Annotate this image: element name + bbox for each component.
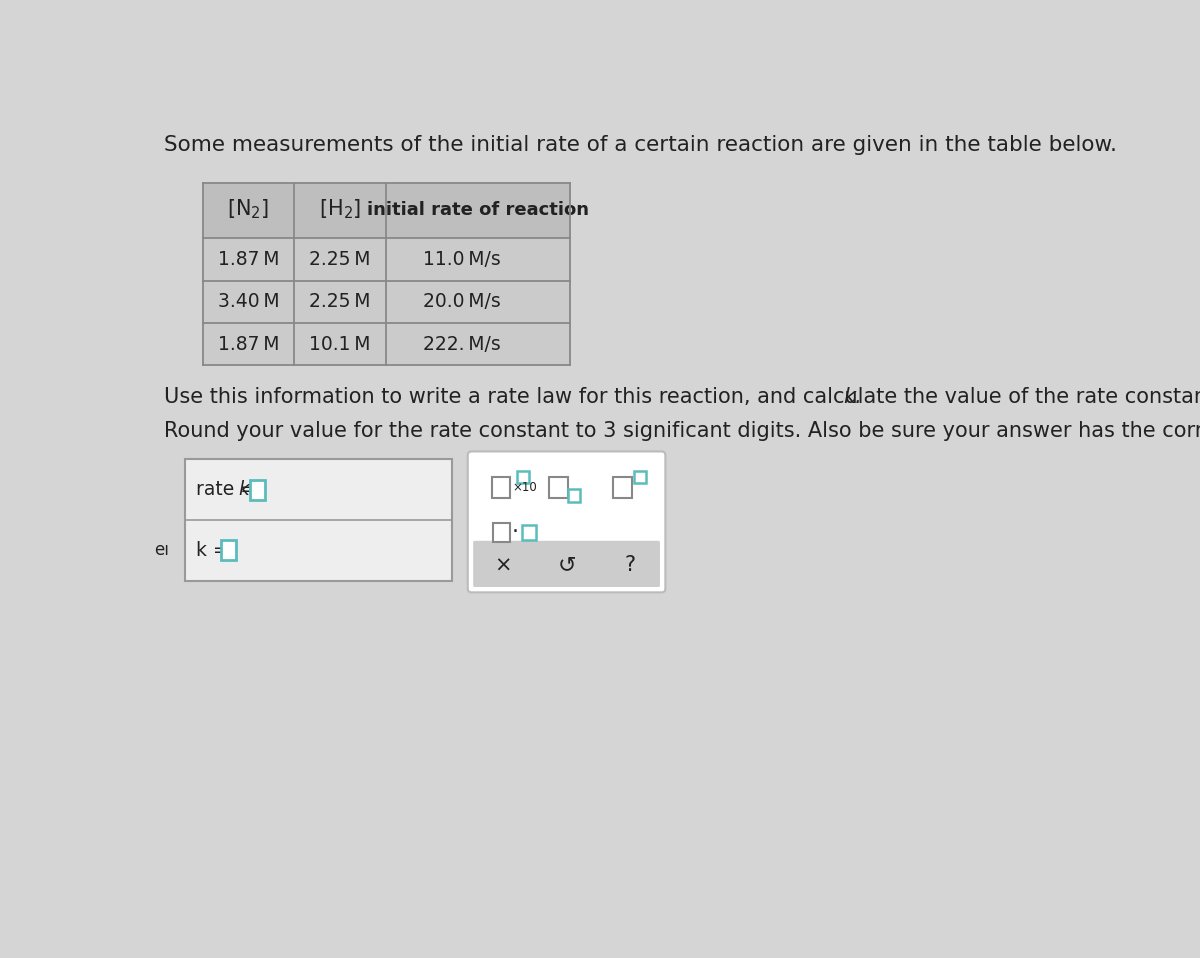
Bar — [568, 490, 580, 501]
Text: 3.40 M: 3.40 M — [217, 292, 280, 311]
Text: eı: eı — [154, 541, 169, 559]
Bar — [185, 459, 452, 581]
Text: ×10: ×10 — [512, 481, 536, 494]
Text: 2.25 M: 2.25 M — [310, 250, 371, 269]
Text: Some measurements of the initial rate of a certain reaction are given in the tab: Some measurements of the initial rate of… — [164, 135, 1117, 155]
Text: 10.1 M: 10.1 M — [310, 334, 371, 354]
Text: k =: k = — [196, 541, 234, 559]
Text: $[\mathrm{N_2}]$: $[\mathrm{N_2}]$ — [227, 197, 270, 220]
Bar — [203, 323, 570, 365]
Bar — [492, 477, 510, 498]
Bar — [550, 477, 568, 498]
Bar — [613, 477, 632, 498]
Bar — [203, 239, 570, 281]
Bar — [522, 525, 536, 540]
Text: k: k — [239, 480, 250, 499]
Text: rate =: rate = — [196, 480, 262, 499]
Bar — [516, 470, 529, 483]
Text: 11.0 M/s: 11.0 M/s — [424, 250, 502, 269]
FancyBboxPatch shape — [473, 540, 660, 587]
Bar — [492, 523, 510, 541]
Bar — [250, 480, 265, 499]
FancyBboxPatch shape — [468, 451, 665, 592]
Text: k.: k. — [844, 387, 862, 407]
Text: Round your value for the rate constant to 3 significant digits. Also be sure you: Round your value for the rate constant t… — [164, 421, 1200, 441]
Text: 20.0 M/s: 20.0 M/s — [424, 292, 502, 311]
Text: initial rate of reaction: initial rate of reaction — [367, 201, 589, 219]
Text: ↺: ↺ — [557, 556, 576, 576]
Bar — [634, 470, 646, 483]
Text: $[\mathrm{H_2}]$: $[\mathrm{H_2}]$ — [319, 197, 361, 220]
Text: ?: ? — [624, 556, 636, 576]
Bar — [221, 540, 236, 560]
Text: 2.25 M: 2.25 M — [310, 292, 371, 311]
Bar — [203, 183, 570, 239]
Text: ×: × — [494, 556, 512, 576]
Bar — [203, 281, 570, 323]
Text: 1.87 M: 1.87 M — [217, 250, 280, 269]
Text: ·: · — [511, 522, 518, 542]
Text: 222. M/s: 222. M/s — [424, 334, 502, 354]
Text: Use this information to write a rate law for this reaction, and calculate the va: Use this information to write a rate law… — [164, 387, 1200, 407]
Text: 1.87 M: 1.87 M — [217, 334, 280, 354]
